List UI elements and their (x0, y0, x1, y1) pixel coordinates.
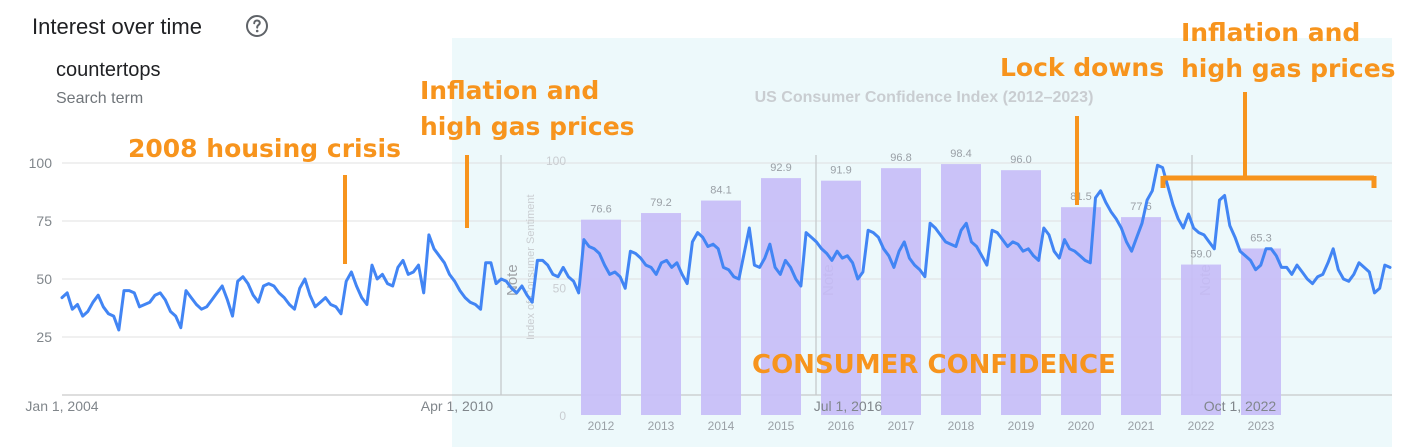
annotation-inflation1: Inflation and (420, 76, 599, 105)
cci-data-label: 59.0 (1190, 249, 1211, 261)
cci-category-label: 2022 (1188, 419, 1215, 433)
annotation-inflation1: high gas prices (420, 112, 635, 141)
cci-bar (1181, 264, 1221, 415)
y-tick-label: 25 (36, 329, 52, 345)
help-icon[interactable] (245, 14, 269, 38)
y-tick-label: 100 (29, 155, 53, 171)
cci-bar (581, 219, 621, 415)
cci-category-label: 2018 (948, 419, 975, 433)
cci-category-label: 2013 (648, 419, 675, 433)
x-tick-label: Jan 1, 2004 (25, 398, 98, 414)
cci-y-tick-label: 50 (553, 282, 567, 296)
y-tick-label: 50 (36, 271, 52, 287)
cci-category-label: 2014 (708, 419, 735, 433)
cci-category-label: 2015 (768, 419, 795, 433)
x-tick-label: Oct 1, 2022 (1204, 398, 1277, 414)
annotation-inflation2: Inflation and (1181, 18, 1360, 47)
cci-category-label: 2023 (1248, 419, 1275, 433)
chart-title: Interest over time (32, 14, 202, 39)
search-term: countertops (56, 59, 161, 81)
cci-bar (761, 178, 801, 415)
cci-data-label: 65.3 (1250, 232, 1271, 244)
cci-bar (941, 164, 981, 415)
annotation-consumer: CONSUMER CONFIDENCE (752, 350, 1116, 380)
cci-category-label: 2021 (1128, 419, 1155, 433)
trend-series-line (60, 163, 1392, 332)
cci-data-label: 91.9 (830, 165, 851, 177)
cci-category-label: 2012 (588, 419, 615, 433)
note-label: Note (504, 264, 521, 296)
search-term-caption: Search term (56, 90, 144, 107)
cci-category-label: 2020 (1068, 419, 1095, 433)
cci-data-label: 98.4 (950, 148, 971, 160)
cci-category-label: 2019 (1008, 419, 1035, 433)
annotation-housing: 2008 housing crisis (128, 134, 401, 163)
cci-data-label: 84.1 (710, 185, 731, 197)
cci-bar (1061, 207, 1101, 415)
x-tick-label: Jul 1, 2016 (814, 398, 883, 414)
cci-data-label: 81.5 (1070, 191, 1091, 203)
cci-y-tick-label: 0 (559, 409, 566, 423)
y-tick-label: 75 (36, 213, 52, 229)
cci-data-label: 76.6 (590, 204, 611, 216)
cci-data-label: 79.2 (650, 197, 671, 209)
cci-bar (641, 213, 681, 415)
cci-title: US Consumer Confidence Index (2012–2023) (755, 89, 1094, 106)
x-tick-label: Apr 1, 2010 (421, 398, 494, 414)
cci-bar (881, 168, 921, 415)
cci-category-label: 2017 (888, 419, 915, 433)
cci-y-axis-label: Index of Consumer Sentiment (525, 194, 537, 340)
cci-y-tick-label: 100 (546, 154, 566, 168)
cci-bar (1001, 170, 1041, 415)
cci-bar (821, 180, 861, 415)
cci-bar (701, 200, 741, 415)
cci-data-label: 77.6 (1130, 201, 1151, 213)
cci-bar (1241, 248, 1281, 415)
cci-data-label: 92.9 (770, 162, 791, 174)
annotation-inflation2: high gas prices (1181, 54, 1396, 83)
annotation-lockdowns: Lock downs (1000, 53, 1164, 82)
cci-data-label: 96.0 (1010, 154, 1031, 166)
cci-category-label: 2016 (828, 419, 855, 433)
cci-bar (1121, 217, 1161, 415)
cci-data-label: 96.8 (890, 152, 911, 164)
